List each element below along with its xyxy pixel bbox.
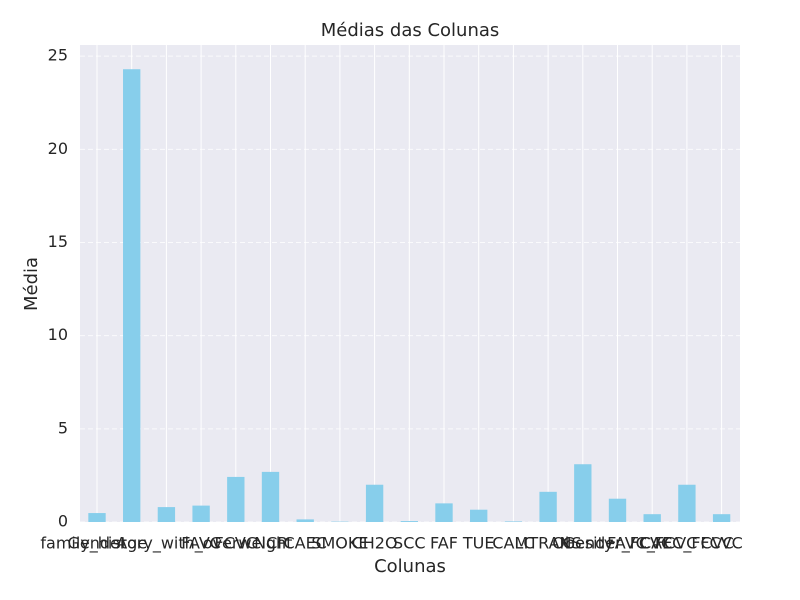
y-tick-label: 0 bbox=[58, 512, 68, 531]
x-tick-label: FCVC bbox=[700, 534, 743, 553]
y-axis-label: Média bbox=[21, 257, 42, 311]
x-tick-label: SCC bbox=[393, 534, 426, 553]
bar bbox=[157, 507, 176, 522]
bar bbox=[470, 509, 488, 522]
chart-title: Médias das Colunas bbox=[321, 20, 500, 41]
x-tick-label: FAVC_FCVC bbox=[607, 534, 697, 554]
bar bbox=[504, 521, 523, 522]
bar bbox=[608, 498, 627, 522]
x-tick-label: CALC bbox=[492, 534, 534, 553]
x-tick-label: Gender_FCVC bbox=[563, 534, 672, 554]
x-tick-label: SMOKE bbox=[311, 534, 368, 553]
bar bbox=[435, 503, 453, 522]
x-tick-label: NCP bbox=[254, 534, 287, 553]
plot-area bbox=[80, 45, 740, 522]
x-tick-label: FCVC bbox=[215, 534, 258, 553]
bar bbox=[123, 69, 141, 522]
y-tick-label: 20 bbox=[48, 139, 68, 158]
y-tick-label: 10 bbox=[48, 325, 68, 344]
bar bbox=[643, 514, 661, 522]
x-tick-label: CAEC bbox=[283, 534, 326, 553]
x-tick-label: Age bbox=[116, 534, 147, 553]
x-tick-label: Gender bbox=[68, 534, 127, 553]
bar bbox=[712, 514, 731, 522]
bar bbox=[296, 519, 314, 522]
bar bbox=[539, 491, 557, 522]
x-tick-label: TUE bbox=[462, 534, 495, 553]
bar bbox=[88, 513, 106, 522]
x-tick-label: FAF bbox=[430, 534, 458, 553]
x-tick-label: Obesity bbox=[552, 534, 613, 553]
bar bbox=[678, 484, 696, 522]
x-tick-label: CH2O bbox=[352, 534, 398, 553]
x-tick-label: FAVC bbox=[181, 534, 221, 553]
y-tick-label: 25 bbox=[48, 46, 68, 65]
x-tick-label: CAEC_FCVC bbox=[640, 534, 734, 554]
bar bbox=[400, 521, 418, 522]
x-tick-label: MTRANS bbox=[515, 534, 582, 553]
x-axis-label: Colunas bbox=[374, 556, 446, 577]
bar bbox=[261, 471, 280, 522]
bar bbox=[227, 476, 245, 522]
bar bbox=[574, 464, 592, 522]
y-tick-label: 15 bbox=[48, 232, 68, 251]
y-tick-label: 5 bbox=[58, 418, 68, 437]
x-tick-label: family_history_with_overweight bbox=[40, 534, 292, 554]
bar bbox=[365, 484, 384, 522]
bar bbox=[192, 505, 210, 522]
